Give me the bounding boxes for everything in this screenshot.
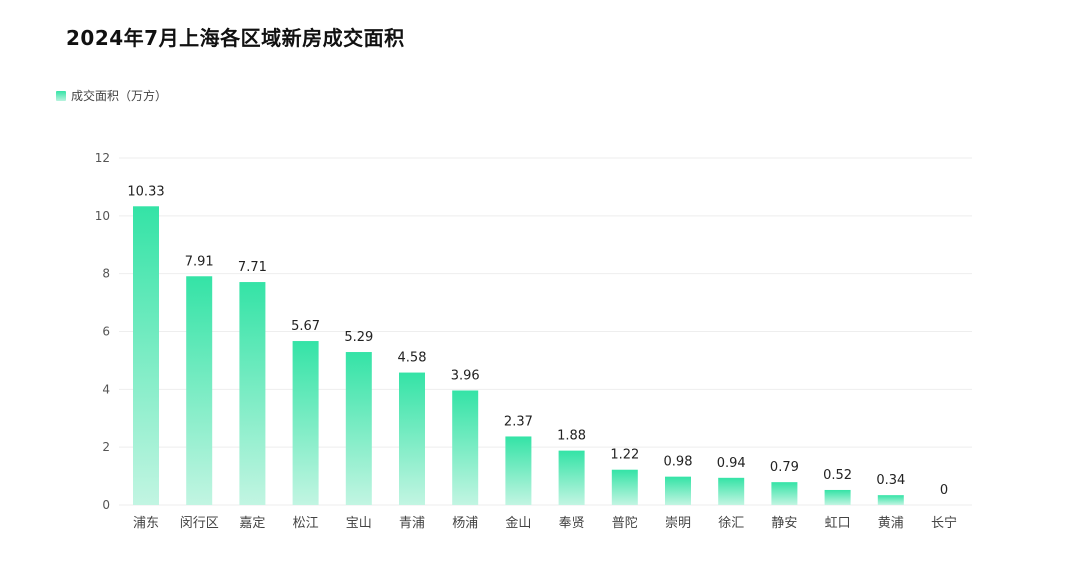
category-label: 长宁 bbox=[931, 515, 957, 531]
bar bbox=[611, 469, 638, 505]
y-axis-ticks: 0 2 4 6 8 10 12 bbox=[95, 151, 110, 512]
bar bbox=[345, 352, 372, 505]
bar bbox=[452, 390, 479, 505]
bar bbox=[877, 495, 904, 505]
data-label: 0 bbox=[940, 483, 948, 498]
category-label: 虹口 bbox=[825, 516, 851, 531]
category-label: 金山 bbox=[505, 515, 531, 531]
y-tick-label: 0 bbox=[102, 498, 110, 512]
data-label: 10.33 bbox=[127, 184, 164, 199]
bar bbox=[558, 450, 585, 505]
bar bbox=[771, 482, 798, 505]
bar bbox=[665, 476, 691, 505]
y-tick-label: 10 bbox=[95, 209, 110, 223]
bar bbox=[718, 477, 745, 505]
bar bbox=[292, 341, 319, 505]
data-label: 4.58 bbox=[398, 351, 427, 366]
category-label: 嘉定 bbox=[239, 516, 265, 531]
category-label: 静安 bbox=[771, 516, 797, 531]
category-label: 浦东 bbox=[133, 516, 159, 531]
data-label: 3.96 bbox=[451, 368, 480, 383]
category-label: 徐汇 bbox=[718, 516, 744, 531]
category-label: 崇明 bbox=[665, 516, 691, 531]
data-label: 2.37 bbox=[504, 414, 533, 429]
data-label: 1.22 bbox=[610, 448, 639, 463]
legend-swatch-icon bbox=[56, 90, 66, 101]
y-tick-label: 12 bbox=[95, 151, 110, 165]
data-label: 0.79 bbox=[770, 460, 799, 475]
legend: 成交面积（万方） bbox=[56, 87, 167, 104]
category-label: 奉贤 bbox=[559, 516, 585, 531]
category-label: 普陀 bbox=[612, 515, 638, 531]
category-label: 闵行区 bbox=[180, 516, 219, 531]
category-label: 杨浦 bbox=[452, 516, 478, 531]
chart-title: 2024年7月上海各区域新房成交面积 bbox=[66, 26, 405, 50]
bars bbox=[133, 206, 904, 505]
data-labels: 10.33 7.91 7.71 5.67 5.29 4.58 3.96 2.37 1.88 1.2… bbox=[127, 184, 948, 498]
bar bbox=[239, 282, 266, 505]
bar bbox=[399, 372, 425, 505]
bar bbox=[505, 436, 532, 505]
data-label: 5.67 bbox=[291, 319, 320, 334]
category-label: 宝山 bbox=[346, 516, 372, 531]
data-label: 0.94 bbox=[717, 456, 746, 471]
legend-label: 成交面积（万方） bbox=[71, 89, 168, 103]
y-tick-label: 8 bbox=[102, 267, 110, 281]
category-label: 松江 bbox=[293, 516, 319, 531]
data-label: 7.71 bbox=[238, 260, 267, 275]
y-tick-label: 4 bbox=[102, 382, 110, 396]
bar bbox=[186, 276, 213, 505]
data-label: 5.29 bbox=[344, 330, 373, 345]
data-label: 7.91 bbox=[185, 254, 214, 269]
category-label: 青浦 bbox=[399, 516, 425, 531]
bar bbox=[133, 206, 159, 505]
data-label: 0.52 bbox=[823, 468, 852, 483]
data-label: 0.34 bbox=[876, 473, 905, 488]
bar bbox=[824, 489, 851, 505]
y-tick-label: 2 bbox=[102, 440, 110, 454]
x-axis-categories: 浦东 闵行区 嘉定 松江 宝山 青浦 杨浦 金山 奉贤 普陀 崇明 徐汇 静安 虹口 黄浦 长宁 bbox=[133, 515, 957, 531]
y-tick-label: 6 bbox=[102, 325, 110, 339]
category-label: 黄浦 bbox=[878, 516, 904, 531]
data-label: 1.88 bbox=[557, 429, 586, 444]
data-label: 0.98 bbox=[664, 455, 693, 470]
